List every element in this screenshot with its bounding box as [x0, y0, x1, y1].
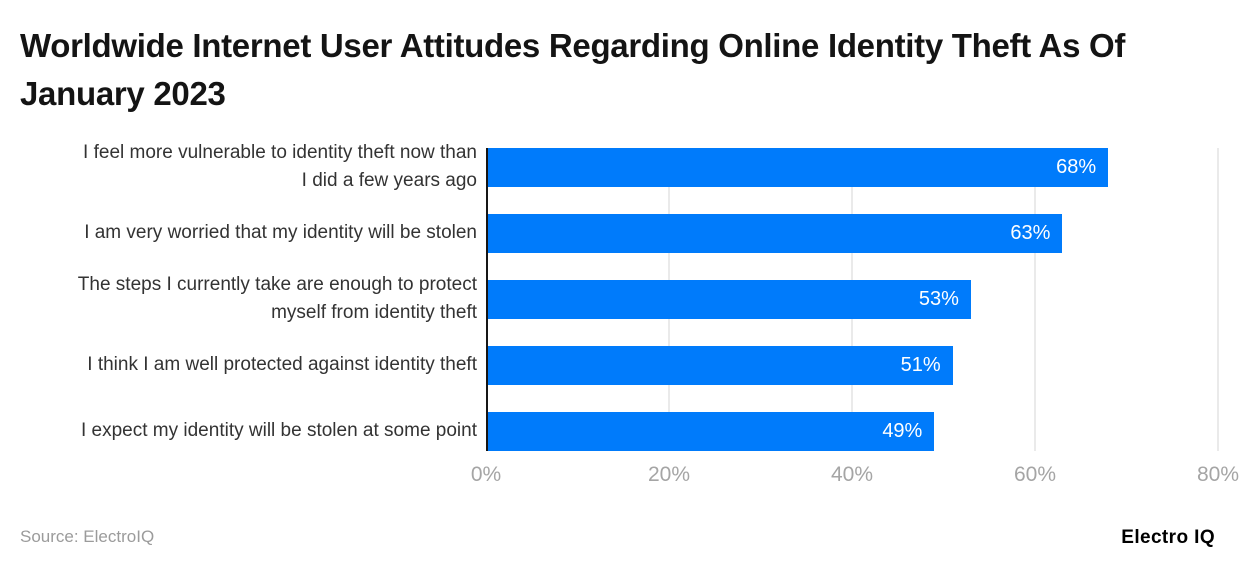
bar-value-label: 63%: [1010, 222, 1051, 244]
x-tick-label: 0%: [470, 463, 502, 486]
bar: 51%: [486, 346, 953, 385]
bar: 49%: [486, 412, 935, 451]
x-tick-label: 60%: [1013, 463, 1057, 486]
bar: 63%: [486, 214, 1063, 253]
gridline: [1034, 148, 1036, 451]
category-label-text: I feel more vulnerable to identity theft…: [83, 142, 477, 191]
chart-title: Worldwide Internet User Attitudes Regard…: [20, 27, 1126, 112]
category-axis-labels: I feel more vulnerable to identity theft…: [0, 134, 477, 464]
plot-area: 68% 63% 53% 51% 49%: [486, 148, 1219, 451]
source-note: Source: ElectroIQ: [20, 527, 155, 546]
category-label-text: I am very worried that my identity will …: [84, 222, 477, 243]
bar: 53%: [486, 280, 971, 319]
y-axis-line: [486, 148, 488, 451]
category-label-text: I expect my identity will be stolen at s…: [80, 420, 477, 441]
gridline: [1217, 148, 1219, 451]
x-tick-label: 20%: [647, 463, 691, 486]
bar: 68%: [486, 148, 1109, 187]
category-label: I feel more vulnerable to identity theft…: [0, 134, 477, 200]
x-tick-label: 40%: [830, 463, 874, 486]
bar-value-label: 68%: [1056, 156, 1097, 178]
x-axis: 0% 20% 40% 60% 80%: [471, 463, 1239, 489]
category-label: I think I am well protected against iden…: [0, 332, 477, 398]
category-label: I am very worried that my identity will …: [0, 200, 477, 266]
x-tick-label: 80%: [1196, 463, 1240, 486]
category-label: The steps I currently take are enough to…: [0, 266, 477, 332]
category-label: I expect my identity will be stolen at s…: [0, 398, 477, 464]
bar-value-label: 49%: [882, 420, 923, 442]
bar-value-label: 51%: [900, 354, 941, 376]
bar-value-label: 53%: [918, 288, 959, 310]
category-label-text: I think I am well protected against iden…: [87, 354, 477, 375]
category-label-text: The steps I currently take are enough to…: [77, 274, 477, 323]
brand-logo: Electro IQ: [1121, 527, 1215, 548]
